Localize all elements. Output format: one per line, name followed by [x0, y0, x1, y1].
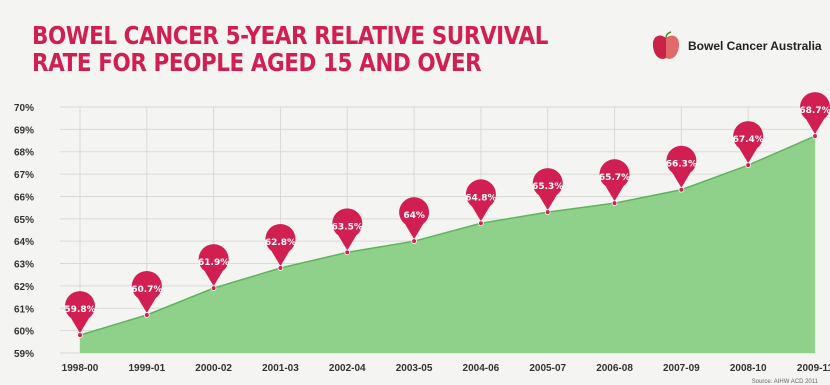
x-tick-label: 2004-06: [463, 363, 500, 374]
x-tick-label: 2001-03: [262, 363, 299, 374]
title-line-2: RATE FOR PEOPLE AGED 15 AND OVER: [32, 48, 482, 77]
brand-logo: Bowel Cancer Australia: [650, 30, 822, 62]
data-label: 59.8%: [64, 305, 95, 315]
y-tick-label: 66%: [14, 192, 34, 203]
y-tick-label: 70%: [14, 103, 34, 114]
x-tick-label: 2006-08: [596, 363, 633, 374]
x-tick-label: 1998-00: [62, 363, 99, 374]
apple-logo-icon: [652, 31, 680, 59]
y-tick-label: 61%: [14, 304, 34, 315]
data-pin: 67.4%: [733, 121, 764, 168]
chart-area-layer: [79, 135, 816, 353]
pin-marker-icon: [399, 197, 430, 240]
y-tick-label: 62%: [14, 282, 34, 293]
y-tick-label: 68%: [14, 148, 34, 159]
x-tick-label: 2003-05: [396, 363, 433, 374]
x-tick-label: 2007-09: [663, 363, 700, 374]
y-tick-label: 64%: [14, 237, 34, 248]
data-point: [277, 265, 284, 271]
page-title: BOWEL CANCER 5-YEAR RELATIVE SURVIVAL RA…: [32, 22, 548, 76]
data-pin: 64%: [399, 197, 430, 244]
data-pin: 61.9%: [198, 244, 229, 291]
data-label: 60.7%: [131, 285, 162, 295]
data-point: [144, 312, 150, 318]
data-point: [344, 249, 351, 256]
data-pin: 62.8%: [265, 224, 296, 271]
data-point: [77, 332, 83, 338]
data-pin: 60.7%: [131, 270, 162, 318]
data-point: [478, 220, 484, 227]
y-tick-label: 63%: [14, 260, 34, 271]
data-point: [812, 133, 818, 139]
data-label: 64.8%: [465, 193, 496, 203]
data-point: [678, 186, 685, 193]
data-point: [210, 285, 217, 291]
y-axis: 59% 60% 61% 62% 63% 64% 65% 66% 67% 68% 69% 70%: [14, 103, 34, 360]
data-label: 65.7%: [599, 173, 630, 183]
data-pin: 66.3%: [666, 145, 697, 193]
data-label: 63.5%: [332, 222, 363, 232]
data-label: 67.4%: [733, 135, 764, 145]
data-point: [745, 162, 751, 168]
data-point: [611, 200, 618, 206]
pin-marker-icon: [800, 92, 830, 135]
survival-line: [79, 135, 816, 336]
data-label: 62.8%: [265, 238, 296, 248]
data-pin: 65.7%: [599, 159, 630, 206]
pin-marker-icon: [465, 179, 496, 222]
y-tick-label: 65%: [14, 215, 34, 226]
data-pin: 59.8%: [64, 291, 96, 338]
logo-text: Bowel Cancer Australia: [688, 39, 822, 53]
data-pin: 68.7%: [799, 92, 830, 139]
pin-marker-icon: [532, 168, 563, 211]
data-pin: 65.3%: [532, 168, 563, 215]
data-point: [544, 209, 551, 215]
pin-marker-icon: [198, 244, 229, 287]
data-label: 68.7%: [799, 106, 830, 116]
x-tick-label: 2005-07: [529, 363, 566, 374]
x-tick-label: 2009-11: [797, 363, 830, 374]
x-tick-label: 2000-02: [195, 363, 232, 374]
data-label: 66.3%: [666, 160, 697, 170]
x-tick-label: 2008-10: [730, 363, 767, 374]
pin-marker-icon: [131, 270, 162, 313]
survival-area: [80, 136, 815, 353]
pin-marker-icon: [265, 224, 296, 267]
data-pin: 63.5%: [332, 208, 363, 256]
pin-marker-icon: [666, 145, 697, 188]
x-tick-label: 1999-01: [128, 363, 165, 374]
data-label: 65.3%: [532, 182, 563, 192]
y-tick-label: 60%: [14, 327, 34, 338]
pin-marker-icon: [599, 159, 630, 202]
source-note: Source: AIHW ACD 2011: [751, 379, 818, 385]
data-label: 64%: [403, 211, 425, 221]
x-axis: 1998-00 1999-01 2000-02 2001-03 2002-04 2003-…: [62, 363, 830, 374]
y-tick-label: 59%: [14, 349, 34, 360]
y-tick-label: 69%: [14, 125, 34, 136]
y-tick-label: 67%: [14, 170, 34, 181]
pin-marker-icon: [733, 121, 764, 164]
data-pin: 64.8%: [465, 179, 497, 227]
data-pins: 59.8% 60.7% 61.9% 62.8% 63.5% 64% 64.8% 65.3% 65…: [64, 92, 830, 338]
data-point: [411, 238, 417, 244]
x-tick-label: 2002-04: [329, 363, 366, 374]
pin-marker-icon: [332, 208, 363, 251]
pin-marker-icon: [65, 291, 96, 334]
title-line-1: BOWEL CANCER 5-YEAR RELATIVE SURVIVAL: [32, 21, 548, 50]
data-label: 61.9%: [198, 258, 229, 268]
